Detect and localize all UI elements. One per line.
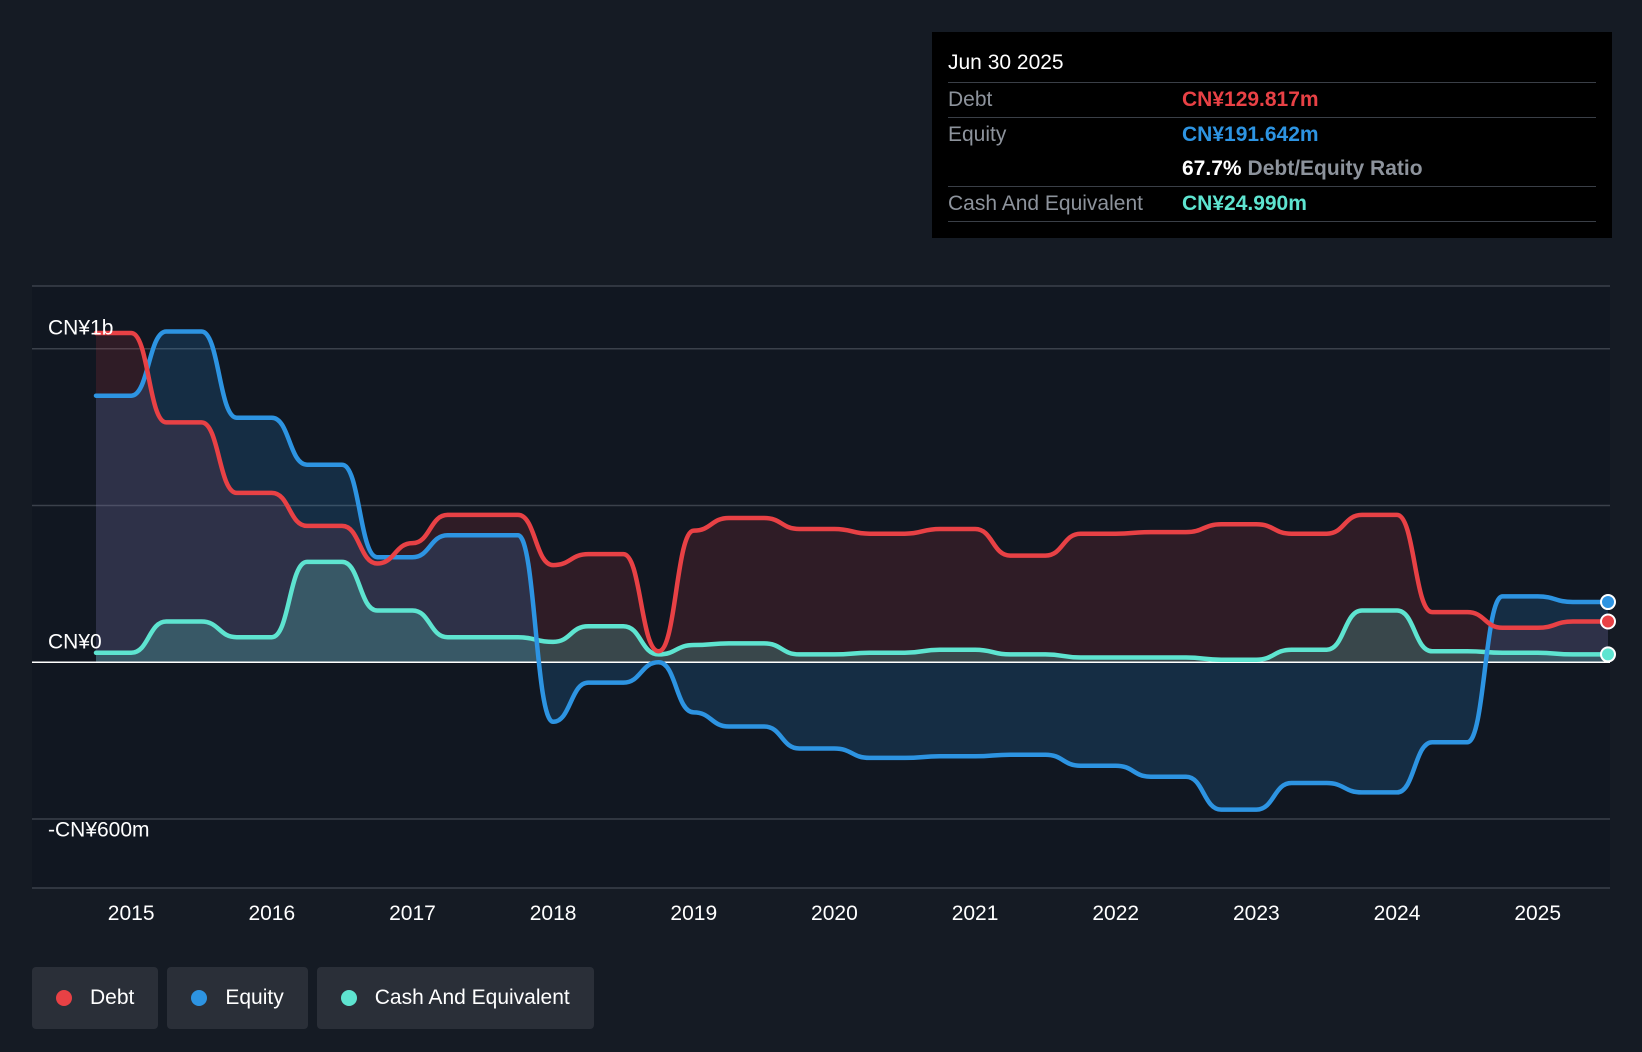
x-axis-labels: 2015 2016 2017 2018 2019 2020 2021 2022 2023 2024… bbox=[108, 902, 1561, 925]
tooltip-equity-value: CN¥191.642m bbox=[1182, 123, 1319, 146]
x-tick-label: 2015 bbox=[108, 902, 155, 925]
cash-dot-icon bbox=[340, 990, 357, 1006]
tooltip-date: Jun 30 2025 bbox=[948, 46, 1596, 83]
gridlines bbox=[32, 285, 1610, 889]
series-end-markers bbox=[1600, 594, 1616, 663]
legend-label-equity: Equity bbox=[225, 986, 284, 1009]
y-axis-labels: CN¥1b CN¥0 -CN¥600m bbox=[48, 317, 150, 842]
equity-dot-icon bbox=[191, 990, 208, 1006]
tooltip-ratio-value: 67.7% bbox=[1182, 157, 1242, 180]
x-tick-label: 2017 bbox=[389, 902, 436, 925]
legend-label-cash: Cash And Equivalent bbox=[374, 986, 570, 1009]
tooltip-row-cash: Cash And Equivalent CN¥24.990m bbox=[948, 187, 1596, 222]
legend-item-cash[interactable]: Cash And Equivalent bbox=[316, 967, 594, 1029]
area-equity bbox=[96, 331, 1608, 810]
tooltip-debt-label: Debt bbox=[948, 88, 993, 111]
x-tick-label: 2018 bbox=[530, 902, 577, 925]
tooltip-ratio-spacer bbox=[948, 152, 1182, 186]
legend-label-debt: Debt bbox=[90, 986, 135, 1009]
tooltip-row-ratio: 67.7% Debt/Equity Ratio bbox=[948, 152, 1596, 187]
legend-item-debt[interactable]: Debt bbox=[32, 967, 159, 1029]
x-tick-label: 2016 bbox=[248, 902, 295, 925]
line-debt bbox=[93, 330, 1611, 654]
tooltip-panel: Jun 30 2025 Debt CN¥129.817m Equity CN¥1… bbox=[932, 32, 1612, 238]
y-tick-label: CN¥1b bbox=[48, 317, 113, 340]
tooltip-ratio-label: Debt/Equity Ratio bbox=[1247, 157, 1423, 180]
tooltip-debt-value: CN¥129.817m bbox=[1182, 88, 1319, 111]
legend: Debt Equity Cash And Equivalent bbox=[32, 967, 594, 1029]
tooltip-equity-label: Equity bbox=[948, 123, 1007, 146]
end-marker-cash[interactable] bbox=[1600, 646, 1616, 663]
line-cash bbox=[93, 559, 1611, 662]
x-tick-label: 2019 bbox=[670, 902, 717, 925]
tooltip-row-equity: Equity CN¥191.642m bbox=[948, 118, 1596, 152]
end-marker-equity[interactable] bbox=[1600, 594, 1616, 611]
x-tick-label: 2024 bbox=[1374, 902, 1421, 925]
area-debt bbox=[96, 333, 1608, 663]
x-tick-label: 2022 bbox=[1092, 902, 1139, 925]
x-tick-label: 2020 bbox=[811, 902, 858, 925]
series-lines bbox=[93, 329, 1611, 812]
x-tick-label: 2021 bbox=[952, 902, 999, 925]
legend-item-equity[interactable]: Equity bbox=[167, 967, 308, 1029]
tooltip-cash-value: CN¥24.990m bbox=[1182, 192, 1307, 215]
tooltip-cash-label: Cash And Equivalent bbox=[948, 192, 1143, 215]
end-marker-debt[interactable] bbox=[1600, 613, 1616, 630]
y-tick-label: -CN¥600m bbox=[48, 818, 150, 841]
x-tick-label: 2023 bbox=[1233, 902, 1280, 925]
line-equity bbox=[93, 329, 1611, 812]
tooltip-row-debt: Debt CN¥129.817m bbox=[948, 83, 1596, 118]
x-tick-label: 2025 bbox=[1514, 902, 1561, 925]
debt-dot-icon bbox=[56, 990, 72, 1006]
y-tick-label: CN¥0 bbox=[48, 630, 102, 653]
